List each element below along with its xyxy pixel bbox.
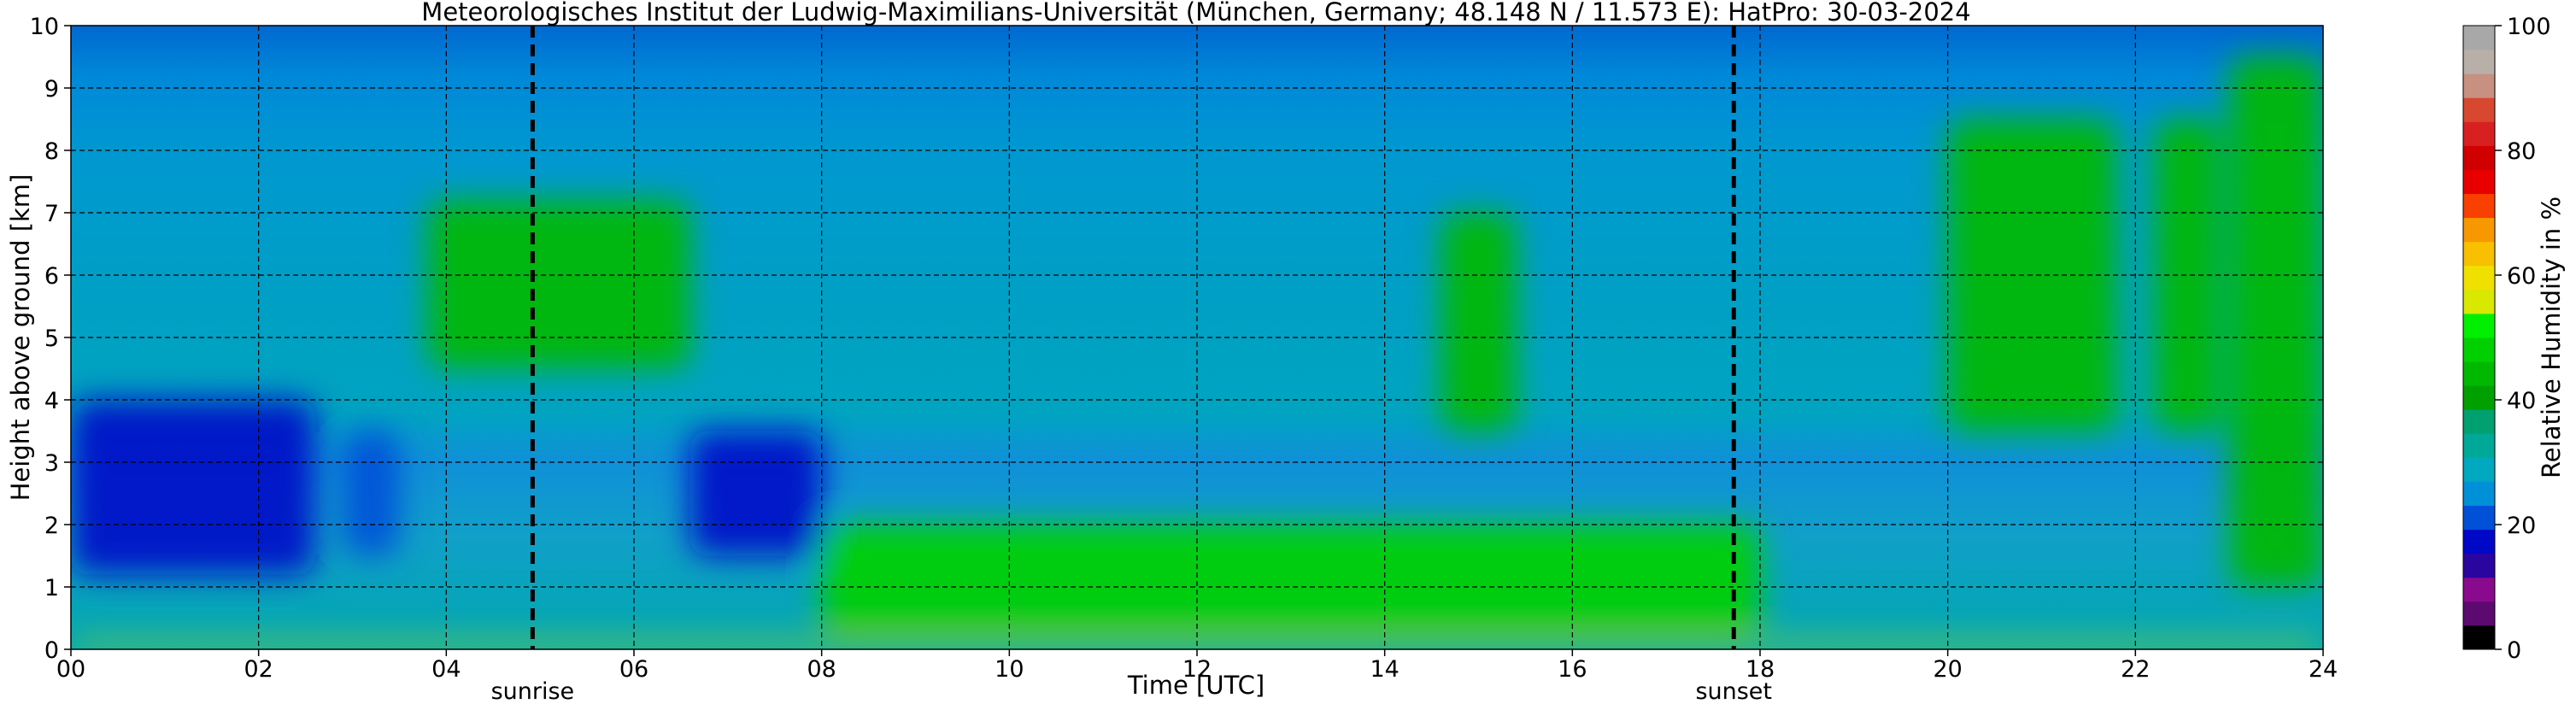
colorbar-swatch [2463, 289, 2495, 314]
x-axis-ticks: 00 02 04 06 08 10 12 14 16 18 20 22 24 [56, 649, 2338, 683]
y-tick-label: 4 [44, 388, 59, 414]
x-tick-label: 24 [2309, 656, 2338, 683]
colorbar-swatch [2463, 409, 2495, 434]
y-tick-label: 0 [44, 637, 59, 664]
colorbar-swatch [2463, 625, 2495, 650]
colorbar-swatch [2463, 385, 2495, 410]
colorbar-tick-label: 40 [2507, 388, 2536, 414]
y-tick-label: 10 [30, 14, 59, 40]
colorbar-swatch [2463, 265, 2495, 290]
x-tick-label: 14 [1370, 656, 1399, 683]
x-tick-label: 02 [244, 656, 273, 683]
y-tick-label: 7 [44, 201, 59, 227]
colorbar-tick-label: 100 [2507, 14, 2551, 40]
y-tick-label: 1 [44, 575, 59, 601]
y-tick-label: 5 [44, 326, 59, 352]
annotation-label: sunrise [491, 678, 575, 704]
colorbar-swatch [2463, 217, 2495, 243]
y-tick-label: 8 [44, 138, 59, 165]
annotation-labels: sunrise sunset [491, 678, 1772, 704]
colorbar-swatches [2463, 26, 2495, 650]
colorbar-swatch [2463, 241, 2495, 267]
colorbar-swatch [2463, 577, 2495, 602]
colorbar-ticks: 0 20 40 60 80 100 [2495, 14, 2551, 664]
humidity-region [689, 431, 822, 556]
humidity-region [1441, 213, 1517, 431]
x-tick-label: 16 [1558, 656, 1587, 683]
colorbar-swatch [2463, 553, 2495, 578]
x-tick-label: 06 [619, 656, 648, 683]
colorbar-swatch [2463, 169, 2495, 195]
colorbar: 0 20 40 60 80 100 Relative Humidity in % [2462, 14, 2566, 664]
x-tick-label: 22 [2121, 656, 2150, 683]
colorbar-swatch [2463, 505, 2495, 531]
grid-lines [71, 26, 2323, 649]
colorbar-frame [2462, 25, 2496, 650]
humidity-region [821, 525, 1760, 631]
y-tick-label: 2 [44, 513, 59, 539]
humidity-region [427, 200, 690, 369]
humidity-region [343, 431, 400, 556]
x-tick-label: 12 [1182, 656, 1212, 683]
x-tick-label: 20 [1933, 656, 1962, 683]
y-tick-label: 9 [44, 76, 59, 103]
x-tick-label: 00 [56, 656, 85, 683]
colorbar-swatch [2463, 73, 2495, 98]
colorbar-swatch [2463, 26, 2495, 50]
colorbar-swatch [2463, 337, 2495, 362]
y-axis-ticks: 0 1 2 3 4 5 6 7 8 9 10 [30, 14, 71, 664]
colorbar-swatch [2463, 601, 2495, 626]
x-tick-label: 04 [431, 656, 461, 683]
colorbar-tick-label: 80 [2507, 138, 2536, 165]
colorbar-swatch [2463, 193, 2495, 219]
y-tick-label: 3 [44, 450, 59, 477]
y-axis-label: Height above ground [km] [6, 174, 35, 502]
colorbar-tick-label: 20 [2507, 513, 2536, 539]
colorbar-swatch [2463, 433, 2495, 458]
y-tick-label: 6 [44, 263, 59, 290]
colorbar-swatch [2463, 481, 2495, 507]
colorbar-swatch [2463, 313, 2495, 338]
colorbar-tick-label: 60 [2507, 263, 2536, 290]
colorbar-swatch [2463, 145, 2495, 170]
x-tick-label: 10 [995, 656, 1024, 683]
sun-markers [530, 26, 1736, 649]
colorbar-swatch [2463, 457, 2495, 482]
humidity-region [2154, 119, 2221, 431]
colorbar-label: Relative Humidity in % [2537, 197, 2566, 478]
humidity-region [2229, 56, 2323, 587]
humidity-region [71, 400, 315, 575]
x-tick-label: 18 [1746, 656, 1775, 683]
annotation-label: sunset [1695, 678, 1772, 704]
colorbar-swatch [2463, 361, 2495, 386]
x-axis-label: Time [UTC] [1127, 671, 1265, 700]
colorbar-swatch [2463, 121, 2495, 146]
colorbar-swatch [2463, 50, 2495, 74]
chart-title: Meteorologisches Institut der Ludwig-Max… [421, 0, 1970, 26]
colorbar-swatch [2463, 97, 2495, 122]
x-tick-label: 08 [807, 656, 836, 683]
plot-area [70, 25, 2324, 650]
colorbar-swatch [2463, 529, 2495, 554]
colorbar-tick-label: 0 [2507, 637, 2521, 664]
